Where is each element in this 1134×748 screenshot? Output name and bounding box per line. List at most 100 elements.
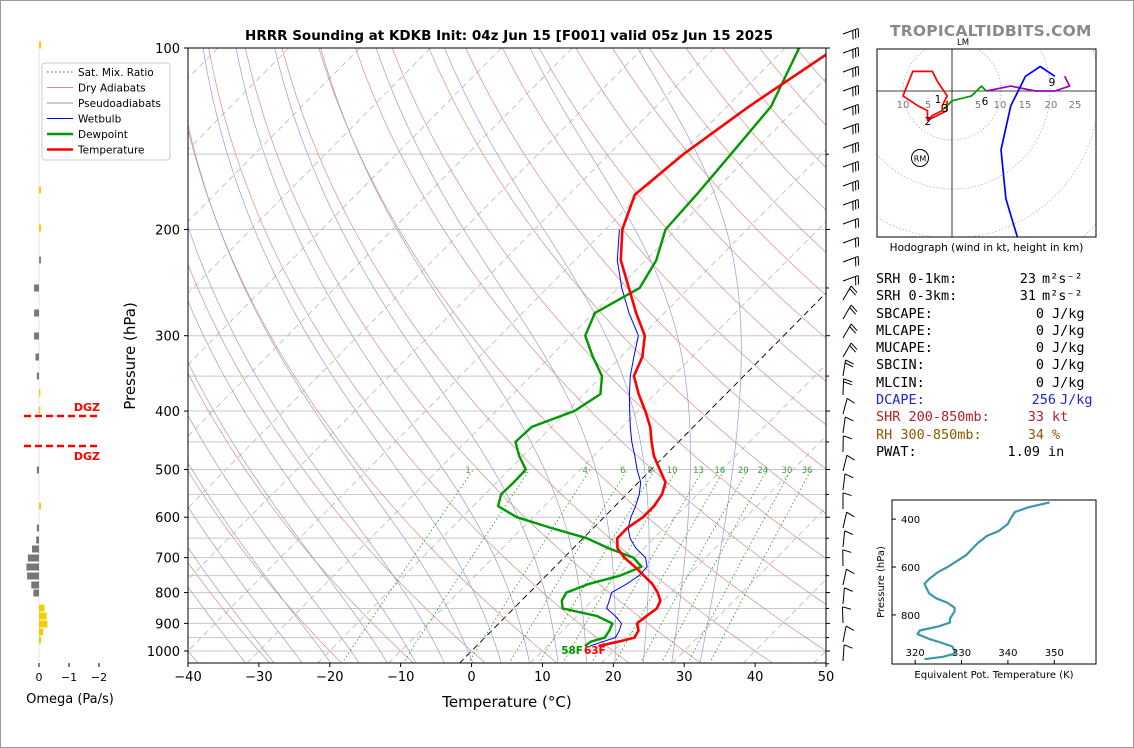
omega-bar [39, 628, 44, 636]
mixing-ratio-line [661, 469, 768, 663]
omega-bar [39, 41, 42, 49]
wind-barb-shaft [842, 569, 847, 586]
stat-row: MLCIN: 0 J/kg [876, 375, 1106, 392]
mixing-ratio-label: 6 [620, 466, 625, 476]
wind-barb-shaft [842, 160, 859, 168]
stat-value: 0 [1035, 374, 1044, 391]
storm-motion-right-label: RM [914, 155, 927, 164]
stat-row: SRH 0-3km: 31 m²s⁻² [876, 288, 1106, 305]
temperature-profile [598, 53, 826, 648]
x-tick-label: −30 [245, 670, 272, 685]
wind-barb-flag [843, 378, 853, 383]
wind-barb-shaft [842, 285, 852, 301]
dry-adiabat-line [391, 48, 826, 560]
wetbulb-profile [589, 229, 648, 647]
x-tick-label: −40 [174, 670, 201, 685]
isotherm-line [317, 149, 826, 663]
mixing-ratio-line [508, 469, 628, 663]
dry-adiabat-line [575, 48, 826, 339]
pseudoadiabat-line [444, 48, 650, 663]
wind-barb-flag [845, 625, 855, 631]
hodograph-tick-label: 10 [897, 100, 910, 111]
dry-adiabat-line [428, 48, 826, 514]
wind-barb-flag [843, 644, 853, 649]
wind-barb-flag [842, 549, 852, 553]
wind-barb-shaft [842, 378, 845, 396]
hodograph-title: Hodograph (wind in kt, height in km) [890, 242, 1084, 254]
omega-bar [39, 620, 48, 628]
wind-barb-flag [844, 473, 854, 479]
omega-bar [39, 224, 42, 232]
wind-barb-flag [846, 454, 855, 461]
stat-unit: J/kg [1060, 392, 1093, 409]
theta-e-box [891, 499, 1097, 665]
stat-value: 0 [1035, 357, 1044, 374]
stat-unit: m²s⁻² [1042, 288, 1083, 305]
mixing-ratio-line [591, 469, 704, 663]
stat-row: SBCAPE: 0 J/kg [876, 306, 1106, 323]
wind-barb-shaft [842, 103, 859, 111]
stat-value: 1.09 [1007, 443, 1040, 460]
hodograph-trace [1000, 65, 1056, 237]
dry-adiabat-line [188, 372, 414, 663]
wind-barb-flag [842, 492, 852, 497]
stat-label: SBCIN: [876, 357, 925, 374]
wind-barb-shaft [841, 606, 844, 624]
theta-e-y-axis-label: Pressure (hPa) [876, 546, 887, 618]
legend-entry: Pseudoadiabats [78, 98, 161, 110]
stat-label: SRH 0-3km: [876, 288, 958, 305]
legend-entry: Temperature [77, 145, 145, 157]
hodograph-trace [986, 75, 1071, 92]
hodograph-plot-area [877, 49, 1096, 237]
x-tick-label: 30 [676, 670, 693, 685]
stat-row: RH 300-850mb: 34% [876, 427, 1106, 444]
stat-row: SRH 0-1km: 23 m²s⁻² [876, 271, 1106, 288]
pseudoadiabat-line [274, 48, 559, 663]
wind-barb-shaft [842, 255, 859, 263]
pseudoadiabat-line [202, 48, 502, 663]
dry-adiabat-line [281, 48, 774, 663]
wind-barb-shaft [842, 46, 859, 54]
stat-value: 0 [1035, 340, 1044, 357]
omega-panel: DGZ DGZ 0 −1 −2 Omega (Pa/s) [24, 41, 114, 707]
mixing-ratio-line [709, 469, 812, 663]
pseudoadiabat-line [188, 506, 303, 663]
freezing-isotherm-line [459, 292, 826, 663]
wind-barb-flag [846, 511, 855, 518]
omega-bar [39, 604, 45, 612]
omega-bar [39, 612, 47, 620]
mixing-ratio-line [468, 469, 591, 663]
y-axis-label: Pressure (hPa) [121, 302, 139, 410]
stat-label: MLCAPE: [876, 322, 933, 339]
wind-barb-flag [850, 304, 858, 312]
stat-row: MUCAPE: 0 J/kg [876, 340, 1106, 357]
mixing-ratio-label: 8 [648, 466, 653, 476]
mixing-ratio-label: 1 [465, 466, 470, 476]
mixing-ratio-line [341, 469, 474, 663]
hodograph-trace [902, 70, 948, 122]
hodograph-tick-label: 15 [1019, 100, 1032, 111]
mixing-ratio-label: 10 [667, 466, 678, 476]
x-tick-label: 0 [467, 670, 475, 685]
wind-barb-shaft [842, 342, 852, 358]
dry-adiabat-line [355, 48, 826, 605]
stat-label: SHR 200-850mb: [876, 409, 990, 426]
surface-dewpoint-label: 58F [561, 645, 583, 657]
storm-motion-left-label: LM [957, 38, 969, 48]
pseudoadiabat-line [637, 48, 742, 663]
wind-barb-flag [846, 397, 856, 404]
wind-barb-shaft [842, 398, 848, 415]
wind-barb-shaft [842, 304, 852, 320]
omega-tick-label: 0 [36, 671, 43, 684]
omega-tick-label: −2 [91, 671, 107, 684]
wind-barb-flag [849, 345, 857, 353]
wind-barb-flag [843, 381, 853, 386]
stat-value: 0 [1035, 305, 1044, 322]
legend-entry: Dewpoint [78, 129, 128, 141]
isotherm-line [246, 77, 826, 663]
dry-adiabat-line [538, 48, 826, 382]
dry-adiabat-line [318, 48, 826, 652]
y-tick-label: 1000 [147, 645, 180, 660]
omega-bar [27, 554, 39, 562]
